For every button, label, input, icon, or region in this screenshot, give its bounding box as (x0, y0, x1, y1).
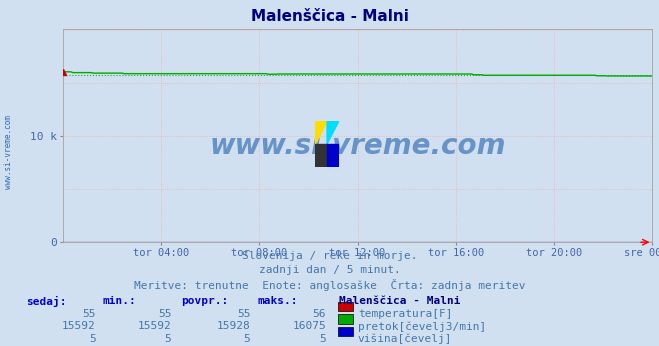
Text: temperatura[F]: temperatura[F] (358, 309, 452, 319)
Text: Malenščica - Malni: Malenščica - Malni (250, 9, 409, 24)
Text: www.si-vreme.com: www.si-vreme.com (210, 133, 505, 161)
Text: 5: 5 (244, 334, 250, 344)
Text: pretok[čevelj3/min]: pretok[čevelj3/min] (358, 321, 486, 331)
Text: 15592: 15592 (138, 321, 171, 331)
Text: povpr.:: povpr.: (181, 296, 229, 306)
Text: 55: 55 (237, 309, 250, 319)
Text: 5: 5 (165, 334, 171, 344)
Text: min.:: min.: (102, 296, 136, 306)
Text: sedaj:: sedaj: (26, 296, 67, 307)
Text: zadnji dan / 5 minut.: zadnji dan / 5 minut. (258, 265, 401, 275)
Text: Malenščica - Malni: Malenščica - Malni (339, 296, 461, 306)
Text: 55: 55 (82, 309, 96, 319)
Text: www.si-vreme.com: www.si-vreme.com (4, 115, 13, 189)
Text: Slovenija / reke in morje.: Slovenija / reke in morje. (242, 251, 417, 261)
Text: 5: 5 (89, 334, 96, 344)
Text: 55: 55 (158, 309, 171, 319)
Text: Meritve: trenutne  Enote: anglosaške  Črta: zadnja meritev: Meritve: trenutne Enote: anglosaške Črta… (134, 279, 525, 291)
Text: maks.:: maks.: (257, 296, 297, 306)
Text: 15592: 15592 (62, 321, 96, 331)
Text: višina[čevelj]: višina[čevelj] (358, 334, 452, 344)
Text: 5: 5 (320, 334, 326, 344)
Text: 56: 56 (313, 309, 326, 319)
Text: 16075: 16075 (293, 321, 326, 331)
Text: 15928: 15928 (217, 321, 250, 331)
